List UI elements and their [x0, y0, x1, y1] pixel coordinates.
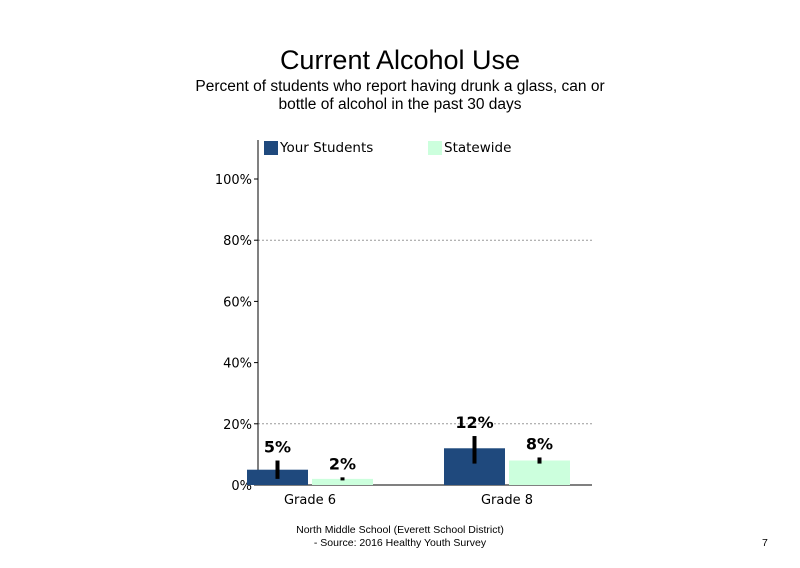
data-label: 8% — [526, 434, 553, 453]
data-label: 5% — [264, 438, 291, 457]
y-tick-label: 80% — [223, 234, 252, 249]
chart-title-block: Current Alcohol Use Percent of students … — [0, 44, 800, 114]
y-tick-label: 20% — [223, 418, 252, 433]
legend-swatch-your-students — [264, 141, 278, 155]
chart-subtitle: Percent of students who report having dr… — [195, 78, 605, 113]
legend-label-statewide: Statewide — [444, 140, 512, 156]
y-tick-label: 60% — [223, 295, 252, 310]
footer-school: North Middle School (Everett School Dist… — [296, 524, 504, 536]
x-tick-label: Grade 6 — [284, 493, 336, 508]
footer-source: - Source: 2016 Healthy Youth Survey — [313, 537, 487, 549]
data-label: 12% — [455, 413, 493, 432]
x-tick-label: Grade 8 — [481, 493, 533, 508]
legend-label-your-students: Your Students — [280, 140, 374, 156]
y-tick-label: 40% — [223, 357, 252, 372]
data-label: 2% — [329, 454, 356, 473]
y-tick-label: 100% — [215, 173, 252, 188]
legend-item-your-students: Your Students — [264, 140, 373, 156]
footer: North Middle School (Everett School Dist… — [200, 524, 600, 550]
bar — [509, 460, 570, 485]
bar — [312, 478, 373, 485]
legend-item-statewide: Statewide — [428, 140, 511, 156]
legend-swatch-statewide — [428, 141, 442, 155]
y-tick-label: 0% — [231, 479, 252, 494]
chart-title: Current Alcohol Use — [279, 45, 521, 75]
page-number: 7 — [762, 537, 768, 549]
